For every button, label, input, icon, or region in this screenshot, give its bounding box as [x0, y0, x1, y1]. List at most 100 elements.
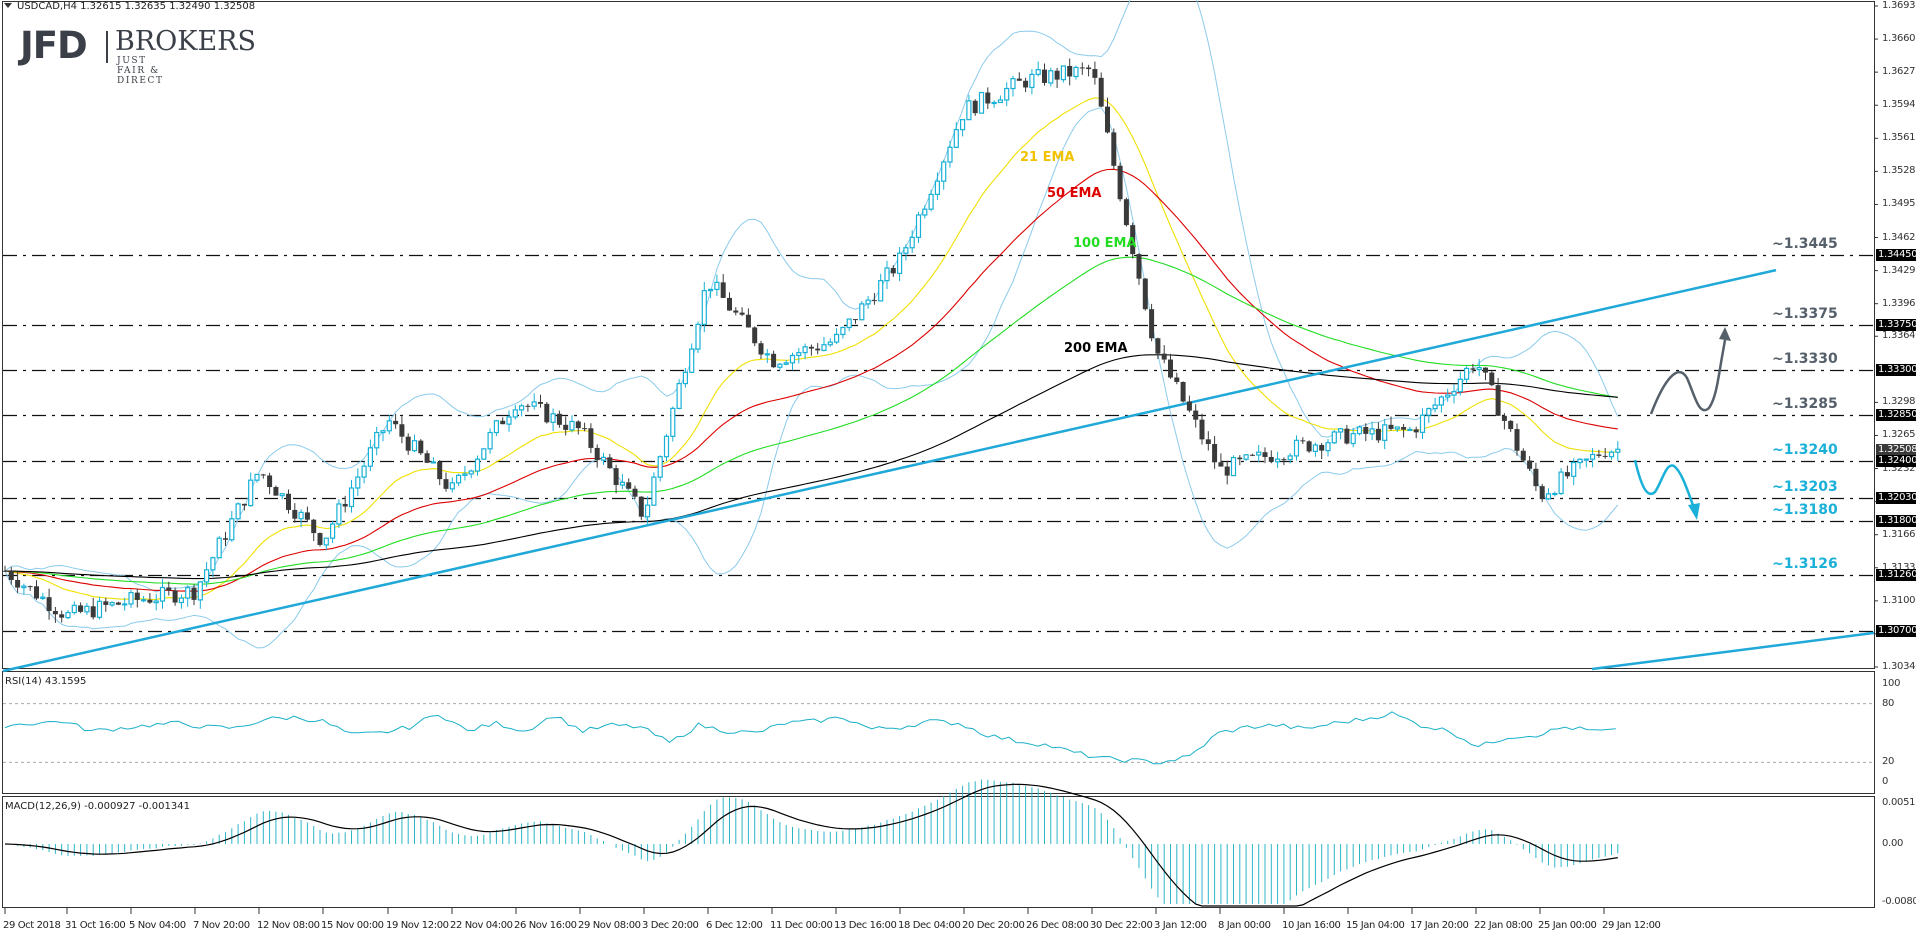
price-tick-label: 1.33965 [1882, 297, 1916, 309]
time-tick-label: 11 Dec 00:00 [770, 920, 833, 931]
rsi-tick-label: 0 [1882, 776, 1889, 787]
scenario-arrows [1633, 327, 1731, 520]
rsi-line [4, 711, 1616, 765]
macd-title: MACD(12,26,9) -0.000927 -0.001341 [5, 801, 190, 812]
price-tick-label: 1.32980 [1882, 396, 1916, 408]
level-label: ~1.3375 [1772, 305, 1838, 322]
uptrend-line[interactable] [2, 268, 1777, 673]
ema100-label: 100 EMA [1073, 236, 1137, 251]
level-label: ~1.3203 [1772, 478, 1838, 495]
time-tick-label: 29 Jan 12:00 [1602, 920, 1661, 931]
arrow-down-head-icon [1688, 503, 1700, 520]
candlesticks [2, 58, 1621, 623]
price-tick-label: 1.34955 [1882, 198, 1916, 210]
time-tick-label: 18 Dec 04:00 [898, 920, 961, 931]
time-tick-label: 30 Dec 22:00 [1090, 920, 1153, 931]
price-tick-label: 1.36605 [1882, 33, 1916, 45]
time-tick-label: 22 Nov 04:00 [450, 920, 513, 931]
level-price-tag: 1.33750 [1876, 319, 1916, 332]
price-tick-label: 1.31000 [1882, 594, 1916, 606]
logo-brand: JFD [20, 24, 88, 67]
level-price-tag: 1.30700 [1876, 624, 1916, 637]
time-tick-label: 7 Nov 20:00 [193, 920, 250, 931]
time-tick-label: 22 Jan 08:00 [1474, 920, 1533, 931]
macd-signal-line [4, 783, 1618, 907]
price-tick-label: 1.36275 [1882, 66, 1916, 78]
level-price-tag: 1.32030 [1876, 491, 1916, 504]
level-price-tag: 1.34450 [1876, 249, 1916, 262]
time-tick-label: 29 Nov 08:00 [578, 920, 641, 931]
lower-channel-line[interactable] [1591, 631, 1875, 671]
symbol-header[interactable]: USDCAD,H4 1.32615 1.32635 1.32490 1.3250… [4, 1, 255, 12]
time-tick-label: 8 Jan 00:00 [1218, 920, 1271, 931]
time-tick-label: 15 Nov 00:00 [321, 920, 384, 931]
symbol-ohlc: USDCAD,H4 1.32615 1.32635 1.32490 1.3250… [17, 1, 256, 12]
level-label: ~1.3445 [1772, 235, 1838, 252]
logo-tagline: JUST FAIR & DIRECT [117, 56, 164, 86]
time-tick-label: 3 Dec 20:00 [642, 920, 699, 931]
bearish-scenario-arrow [1633, 459, 1696, 509]
x-axis-ticks [4, 908, 1605, 914]
rsi-tick-label: 80 [1882, 697, 1895, 709]
ema21-label: 21 EMA [1020, 150, 1075, 165]
arrow-up-head-icon [1719, 327, 1731, 341]
time-tick-label: 5 Nov 04:00 [129, 920, 186, 931]
dropdown-triangle-icon[interactable] [4, 3, 12, 8]
time-tick-label: 10 Jan 16:00 [1282, 920, 1341, 931]
time-tick-label: 26 Nov 16:00 [514, 920, 577, 931]
time-tick-label: 31 Oct 16:00 [65, 920, 126, 931]
price-tick-label: 1.30340 [1882, 661, 1916, 672]
ema50-label: 50 EMA [1047, 186, 1102, 201]
level-label: ~1.3285 [1772, 395, 1838, 412]
trendlines[interactable] [2, 268, 1875, 673]
macd-tick-label: 0.005122 [1882, 797, 1916, 808]
price-tick-label: 1.34295 [1882, 264, 1916, 276]
level-price-tag: 1.32850 [1876, 409, 1916, 422]
time-tick-label: 3 Jan 12:00 [1154, 920, 1207, 931]
current-price-tag: 1.32508 [1876, 443, 1916, 456]
rsi-title: RSI(14) 43.1595 [5, 676, 87, 687]
time-tick-label: 15 Jan 04:00 [1346, 920, 1405, 931]
ema200-label: 200 EMA [1064, 341, 1128, 356]
macd-tick-label: 0.00 [1882, 838, 1904, 849]
bollinger-bands [4, 0, 1619, 649]
price-tick-label: 1.35945 [1882, 99, 1916, 111]
level-price-tag: 1.31800 [1876, 514, 1916, 527]
bullish-scenario-arrow [1649, 339, 1727, 415]
level-label: ~1.3126 [1772, 555, 1838, 572]
level-label: ~1.3180 [1772, 501, 1838, 518]
time-tick-label: 17 Jan 20:00 [1410, 920, 1469, 931]
price-tick-label: 1.32650 [1882, 429, 1916, 441]
time-tick-label: 20 Dec 20:00 [962, 920, 1025, 931]
time-tick-label: 29 Oct 2018 [3, 920, 61, 931]
price-tick-label: 1.34625 [1882, 231, 1916, 243]
macd-tick-label: -0.008077 [1882, 896, 1916, 907]
level-label: ~1.3240 [1772, 441, 1838, 458]
price-tick-label: 1.32320 [1882, 462, 1916, 474]
price-tick-label: 1.31660 [1882, 528, 1916, 540]
logo-name: BROKERS [115, 26, 257, 57]
level-label: ~1.3330 [1772, 350, 1838, 367]
level-price-tag: 1.32400 [1876, 454, 1916, 467]
time-tick-label: 13 Dec 16:00 [834, 920, 897, 931]
logo-divider [106, 31, 108, 63]
level-price-tag: 1.33300 [1876, 364, 1916, 377]
time-tick-label: 25 Jan 00:00 [1538, 920, 1597, 931]
macd-panel [4, 779, 1619, 907]
price-tick-label: 1.35615 [1882, 132, 1916, 144]
time-tick-label: 19 Nov 12:00 [386, 920, 449, 931]
time-tick-label: 26 Dec 08:00 [1026, 920, 1089, 931]
price-tick-label: 1.31330 [1882, 561, 1916, 573]
price-tick-label: 1.35285 [1882, 165, 1916, 177]
time-tick-label: 6 Dec 12:00 [706, 920, 763, 931]
time-tick-label: 12 Nov 08:00 [257, 920, 320, 931]
y-axis-ticks [1874, 5, 1878, 668]
price-tick-label: 1.33640 [1882, 330, 1916, 342]
price-tick-label: 1.36935 [1882, 0, 1916, 11]
rsi-panel [3, 703, 1874, 765]
level-price-tag: 1.31260 [1876, 568, 1916, 581]
rsi-tick-label: 20 [1882, 756, 1895, 768]
panel-frames [2, 1, 1875, 908]
rsi-tick-label: 100 [1882, 678, 1901, 689]
